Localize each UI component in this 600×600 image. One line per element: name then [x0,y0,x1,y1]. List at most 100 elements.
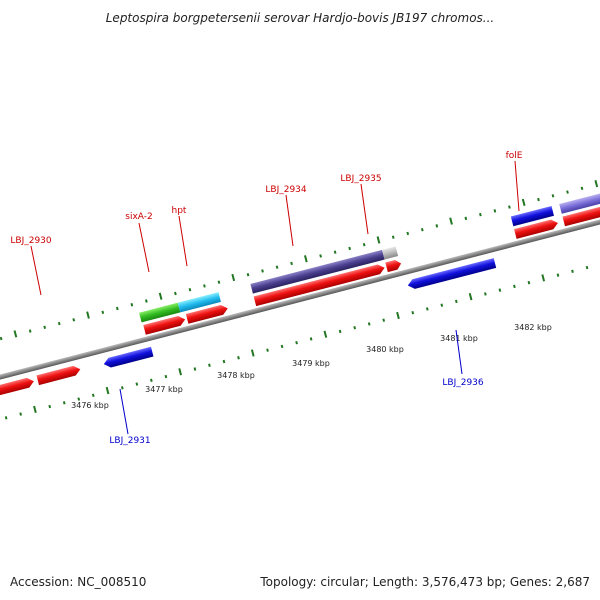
scale-minor-tick [411,310,415,315]
gene-bar-lavender[interactable] [559,189,600,214]
scale-minor-tick [391,235,395,239]
scale-minor-tick [566,190,569,194]
gene-arrow[interactable] [185,304,229,324]
scale-minor-tick [319,254,322,258]
gene-bar-navy[interactable] [250,249,385,294]
gene-arrow[interactable] [514,218,559,239]
accession-text: Accession: NC_008510 [10,575,146,589]
scale-minor-tick [338,329,342,334]
scale-major-tick [250,349,255,357]
reverse-strand-genes [103,258,497,369]
forward-strand-genes [0,205,600,400]
gene-bar-blue[interactable] [510,206,554,227]
gene-label[interactable]: LBJ_2935 [340,174,381,184]
scale-minor-tick [585,265,589,270]
leader-line [138,222,150,273]
scale-minor-tick [367,322,371,326]
gene-arrow[interactable] [385,259,402,273]
scale-minor-tick [266,348,269,352]
gene-arrow[interactable] [36,364,81,386]
gene-bar-green[interactable] [139,302,181,323]
scale-minor-tick [295,341,298,345]
scale-minor-tick [174,291,177,296]
scale-major-tick [376,236,381,244]
scale-minor-tick [479,212,482,217]
scale-minor-tick [527,280,531,285]
gene-label[interactable]: LBJ_2934 [265,185,307,195]
scale-minor-tick [246,273,250,277]
forward-gene-labels: LBJ_2930 sixA-2 hpt LBJ_2934 LBJ_2935 fo… [10,151,523,296]
gene-label[interactable]: hpt [172,206,187,216]
scale-minor-tick [454,299,458,304]
scale-label: 3481 kbp [440,334,478,343]
gene-label[interactable]: sixA-2 [125,212,152,222]
backbone-line [0,196,600,403]
scale-minor-tick [420,227,424,232]
scale-major-tick [396,311,400,320]
gene-label[interactable]: folE [506,151,523,161]
scale-minor-tick [57,321,61,326]
scale-minor-tick [77,397,81,401]
scale-minor-tick [493,209,497,213]
gene-arrow[interactable] [103,346,154,369]
scale-minor-tick [571,269,574,274]
scale-minor-tick [425,307,429,311]
gene-label[interactable]: LBJ_2931 [109,436,150,446]
scale-minor-tick [280,344,284,349]
scale-minor-tick [382,318,386,322]
scale-minor-tick [115,306,119,311]
scale-label: 3480 kbp [366,345,404,354]
scale-minor-tick [508,205,511,209]
scale-label: 3476 kbp [71,401,109,410]
scale-major-tick [86,311,90,319]
leader-line [178,215,188,267]
scale-major-tick [468,293,473,301]
scale-minor-tick [4,416,8,420]
gene-arrow[interactable] [0,376,35,400]
scale-minor-tick [348,246,352,251]
scale-minor-tick [193,367,197,371]
gene-bar-grey[interactable] [382,246,399,260]
scale-major-tick [323,330,328,338]
scale-minor-tick [333,250,337,254]
scale-minor-tick [0,336,3,341]
scale-major-tick [178,368,183,376]
scale-minor-tick [537,197,540,202]
gene-label[interactable]: LBJ_2936 [442,378,484,388]
scale-minor-tick [309,337,313,341]
gene-bar-cyan[interactable] [177,292,221,313]
scale-minor-tick [580,186,584,191]
scale-minor-tick [498,288,502,292]
scale-major-tick [521,198,526,207]
scale-major-tick [304,255,308,263]
scale-minor-tick [208,363,211,367]
scale-minor-tick [145,299,148,303]
scale-minor-tick [43,325,47,329]
scale-minor-tick [551,194,555,198]
scale-major-tick [13,330,18,338]
map-title: Leptospira borgpetersenii serovar Hardjo… [106,11,495,25]
scale-minor-tick [406,231,410,236]
scale-minor-tick [217,280,221,284]
scale-minor-tick [435,224,439,228]
leader-line [30,245,42,296]
gene-arrow[interactable] [562,205,600,227]
scale-minor-tick [130,303,134,307]
scale-major-tick [105,386,110,395]
scale-minor-tick [556,273,560,277]
scale-minor-tick [464,216,468,221]
scale-minor-tick [261,269,264,273]
scale-minor-tick [237,356,240,360]
scale-major-tick [158,292,163,300]
scale-minor-tick [72,318,76,322]
scale-major-tick [541,274,546,282]
lower-scale [4,265,589,420]
gene-label[interactable]: LBJ_2930 [10,236,52,246]
gene-arrow[interactable] [253,263,386,307]
scale-minor-tick [48,404,52,409]
gene-arrow[interactable] [143,315,186,335]
gene-arrow[interactable] [407,258,497,290]
track-group [0,179,600,420]
scale-major-tick [33,405,37,413]
